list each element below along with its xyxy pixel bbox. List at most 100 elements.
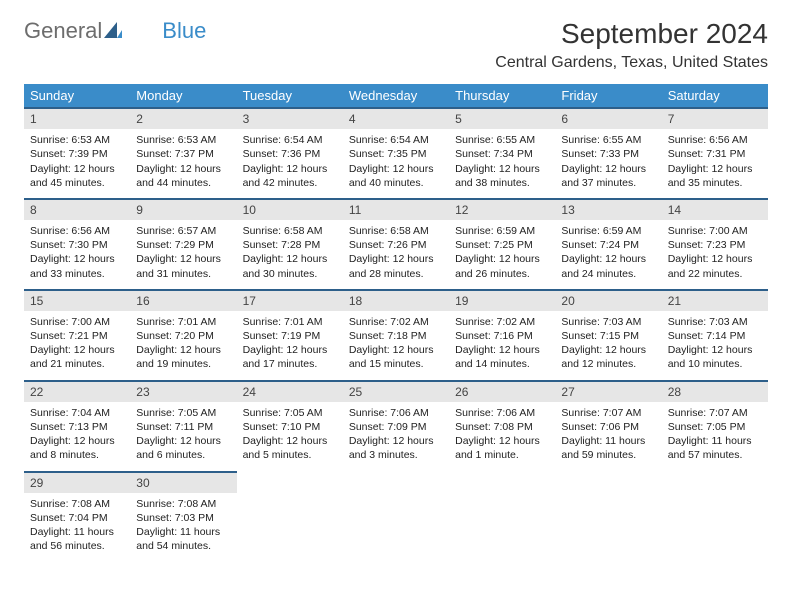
day-number: 10 [237, 199, 343, 220]
day-number: 18 [343, 290, 449, 311]
day-cell: Sunrise: 6:56 AMSunset: 7:31 PMDaylight:… [662, 129, 768, 199]
sunset-line: Sunset: 7:33 PM [561, 147, 655, 161]
sunrise-line: Sunrise: 6:57 AM [136, 224, 230, 238]
sunset-line: Sunset: 7:25 PM [455, 238, 549, 252]
daylight-line: Daylight: 12 hours and 21 minutes. [30, 343, 124, 371]
daylight-line: Daylight: 12 hours and 28 minutes. [349, 252, 443, 280]
daylight-line: Daylight: 12 hours and 45 minutes. [30, 162, 124, 190]
sunrise-line: Sunrise: 6:59 AM [455, 224, 549, 238]
sunset-line: Sunset: 7:31 PM [668, 147, 762, 161]
day-cell: Sunrise: 6:58 AMSunset: 7:26 PMDaylight:… [343, 220, 449, 290]
day-number: 9 [130, 199, 236, 220]
daylight-line: Daylight: 12 hours and 44 minutes. [136, 162, 230, 190]
daylight-line: Daylight: 12 hours and 35 minutes. [668, 162, 762, 190]
daylight-line: Daylight: 12 hours and 15 minutes. [349, 343, 443, 371]
sunset-line: Sunset: 7:03 PM [136, 511, 230, 525]
daylight-line: Daylight: 12 hours and 30 minutes. [243, 252, 337, 280]
daylight-line: Daylight: 11 hours and 59 minutes. [561, 434, 655, 462]
day-number: 12 [449, 199, 555, 220]
day-number: 27 [555, 381, 661, 402]
day-cell: Sunrise: 7:06 AMSunset: 7:09 PMDaylight:… [343, 402, 449, 472]
sunrise-line: Sunrise: 7:02 AM [349, 315, 443, 329]
sunrise-line: Sunrise: 7:05 AM [136, 406, 230, 420]
sunrise-line: Sunrise: 6:53 AM [30, 133, 124, 147]
daylight-line: Daylight: 12 hours and 14 minutes. [455, 343, 549, 371]
sunset-line: Sunset: 7:30 PM [30, 238, 124, 252]
daylight-line: Daylight: 11 hours and 57 minutes. [668, 434, 762, 462]
sunset-line: Sunset: 7:05 PM [668, 420, 762, 434]
sunset-line: Sunset: 7:23 PM [668, 238, 762, 252]
day-number: 16 [130, 290, 236, 311]
day-number [555, 472, 661, 493]
daylight-line: Daylight: 12 hours and 31 minutes. [136, 252, 230, 280]
day-number: 3 [237, 108, 343, 129]
sail-icon [104, 18, 122, 44]
sunrise-line: Sunrise: 7:07 AM [561, 406, 655, 420]
daylight-line: Daylight: 12 hours and 19 minutes. [136, 343, 230, 371]
sunset-line: Sunset: 7:06 PM [561, 420, 655, 434]
day-number [237, 472, 343, 493]
sunrise-line: Sunrise: 6:55 AM [455, 133, 549, 147]
sunrise-line: Sunrise: 7:05 AM [243, 406, 337, 420]
sunset-line: Sunset: 7:15 PM [561, 329, 655, 343]
sunrise-line: Sunrise: 7:00 AM [668, 224, 762, 238]
day-number: 7 [662, 108, 768, 129]
sunset-line: Sunset: 7:21 PM [30, 329, 124, 343]
daylight-line: Daylight: 11 hours and 54 minutes. [136, 525, 230, 553]
day-cell: Sunrise: 7:00 AMSunset: 7:23 PMDaylight:… [662, 220, 768, 290]
day-cell: Sunrise: 7:07 AMSunset: 7:06 PMDaylight:… [555, 402, 661, 472]
sunset-line: Sunset: 7:24 PM [561, 238, 655, 252]
daylight-line: Daylight: 12 hours and 38 minutes. [455, 162, 549, 190]
sunrise-line: Sunrise: 6:59 AM [561, 224, 655, 238]
sunrise-line: Sunrise: 7:02 AM [455, 315, 549, 329]
daylight-line: Daylight: 12 hours and 42 minutes. [243, 162, 337, 190]
day-header: Friday [555, 84, 661, 108]
day-number: 19 [449, 290, 555, 311]
sunrise-line: Sunrise: 7:08 AM [136, 497, 230, 511]
sunset-line: Sunset: 7:34 PM [455, 147, 549, 161]
day-cell: Sunrise: 7:00 AMSunset: 7:21 PMDaylight:… [24, 311, 130, 381]
sunrise-line: Sunrise: 7:03 AM [561, 315, 655, 329]
day-number-row: 15161718192021 [24, 290, 768, 311]
day-cell: Sunrise: 7:05 AMSunset: 7:10 PMDaylight:… [237, 402, 343, 472]
sunset-line: Sunset: 7:14 PM [668, 329, 762, 343]
sunset-line: Sunset: 7:39 PM [30, 147, 124, 161]
day-number: 25 [343, 381, 449, 402]
logo-text-general: General [24, 18, 102, 44]
sunset-line: Sunset: 7:08 PM [455, 420, 549, 434]
sunrise-line: Sunrise: 7:04 AM [30, 406, 124, 420]
sunset-line: Sunset: 7:16 PM [455, 329, 549, 343]
day-cell: Sunrise: 6:56 AMSunset: 7:30 PMDaylight:… [24, 220, 130, 290]
day-cell: Sunrise: 6:54 AMSunset: 7:36 PMDaylight:… [237, 129, 343, 199]
day-number: 21 [662, 290, 768, 311]
sunset-line: Sunset: 7:18 PM [349, 329, 443, 343]
sunrise-line: Sunrise: 7:08 AM [30, 497, 124, 511]
day-cell: Sunrise: 7:03 AMSunset: 7:14 PMDaylight:… [662, 311, 768, 381]
day-cell [449, 493, 555, 562]
day-cell: Sunrise: 7:07 AMSunset: 7:05 PMDaylight:… [662, 402, 768, 472]
day-cell: Sunrise: 6:59 AMSunset: 7:24 PMDaylight:… [555, 220, 661, 290]
day-number-row: 1234567 [24, 108, 768, 129]
day-cell: Sunrise: 6:58 AMSunset: 7:28 PMDaylight:… [237, 220, 343, 290]
day-cell: Sunrise: 7:02 AMSunset: 7:18 PMDaylight:… [343, 311, 449, 381]
day-cell: Sunrise: 7:06 AMSunset: 7:08 PMDaylight:… [449, 402, 555, 472]
day-cell: Sunrise: 6:53 AMSunset: 7:39 PMDaylight:… [24, 129, 130, 199]
daylight-line: Daylight: 12 hours and 12 minutes. [561, 343, 655, 371]
sunrise-line: Sunrise: 6:54 AM [243, 133, 337, 147]
day-cell: Sunrise: 7:08 AMSunset: 7:04 PMDaylight:… [24, 493, 130, 562]
daylight-line: Daylight: 12 hours and 10 minutes. [668, 343, 762, 371]
day-header: Tuesday [237, 84, 343, 108]
day-number: 28 [662, 381, 768, 402]
day-number: 13 [555, 199, 661, 220]
header: General Blue September 2024 Central Gard… [24, 18, 768, 72]
day-number: 26 [449, 381, 555, 402]
day-number: 8 [24, 199, 130, 220]
sunset-line: Sunset: 7:35 PM [349, 147, 443, 161]
daylight-line: Daylight: 12 hours and 1 minute. [455, 434, 549, 462]
sunrise-line: Sunrise: 6:56 AM [668, 133, 762, 147]
day-header: Saturday [662, 84, 768, 108]
sunset-line: Sunset: 7:28 PM [243, 238, 337, 252]
daylight-line: Daylight: 12 hours and 17 minutes. [243, 343, 337, 371]
month-title: September 2024 [495, 18, 768, 50]
day-number: 29 [24, 472, 130, 493]
